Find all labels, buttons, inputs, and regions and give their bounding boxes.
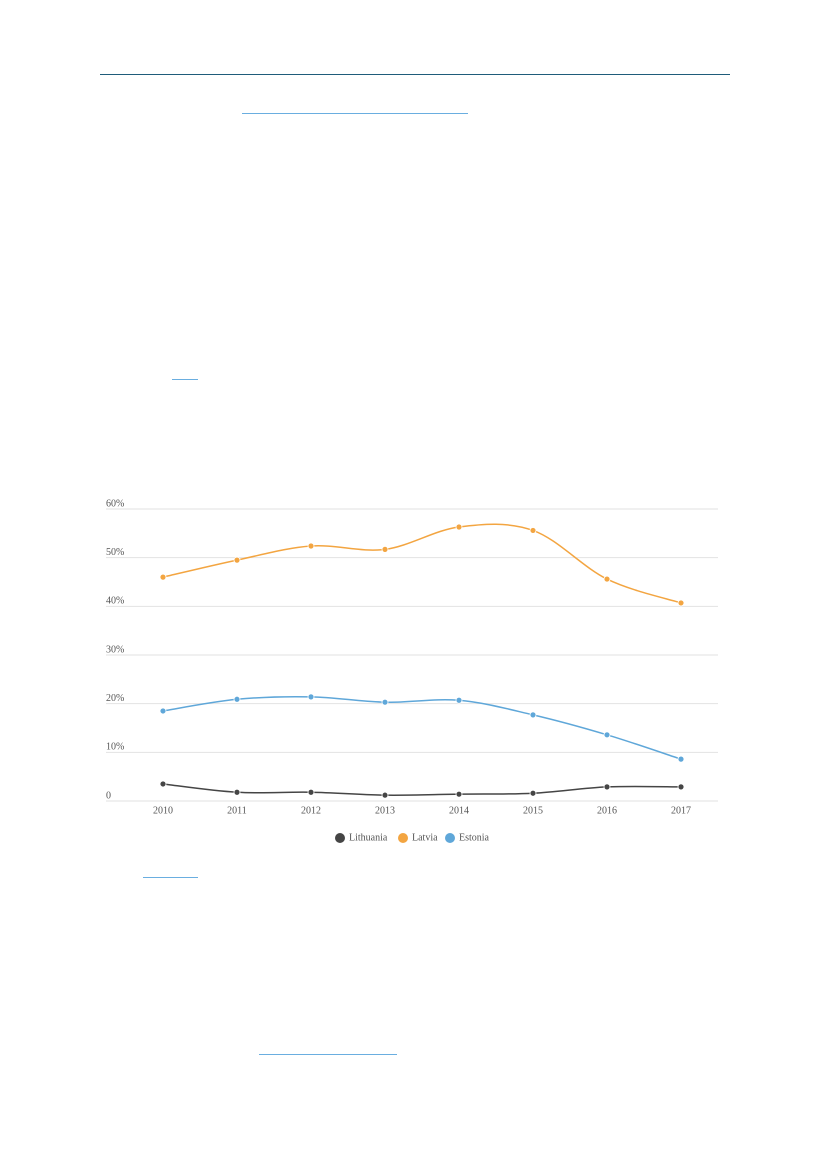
series-line	[162, 695, 682, 760]
data-point	[233, 695, 241, 703]
data-point	[455, 790, 463, 798]
y-tick-label: 0	[106, 790, 111, 801]
x-tick-label: 2015	[523, 805, 543, 816]
data-point	[603, 731, 611, 739]
data-point	[159, 780, 167, 788]
data-point	[381, 698, 389, 706]
x-tick-label: 2014	[449, 805, 469, 816]
legend-label: Lithuania	[349, 832, 388, 843]
y-tick-label: 60%	[106, 498, 124, 509]
data-point	[159, 707, 167, 715]
data-point	[455, 523, 463, 531]
data-point	[529, 527, 537, 534]
data-point	[677, 755, 685, 763]
series-line	[162, 523, 682, 604]
data-point	[307, 788, 315, 796]
y-tick-label: 40%	[106, 596, 124, 607]
y-tick-label: 30%	[106, 644, 124, 655]
data-point	[159, 573, 167, 581]
y-tick-label: 10%	[106, 742, 124, 753]
legend-marker	[398, 833, 408, 843]
x-tick-label: 2010	[153, 805, 173, 816]
data-point	[455, 696, 463, 704]
legend-label: Estonia	[459, 832, 490, 843]
data-point	[233, 556, 241, 564]
x-tick-label: 2016	[597, 805, 617, 816]
series-line	[162, 783, 682, 796]
data-point	[529, 711, 537, 719]
legend-marker	[445, 833, 455, 843]
legend-marker	[335, 833, 345, 843]
data-point	[307, 542, 315, 550]
data-point	[381, 545, 389, 553]
data-point	[529, 789, 537, 797]
x-tick-label: 2011	[227, 805, 247, 816]
x-tick-label: 2013	[375, 805, 395, 816]
data-point	[677, 783, 685, 791]
data-point	[381, 791, 389, 799]
y-tick-label: 50%	[106, 547, 124, 558]
data-point	[677, 599, 685, 607]
chart: 0 10% 20% 30% 40% 50% 60% 2010 2011 2012 2013 2014 2…	[106, 498, 718, 843]
legend-label: Latvia	[412, 832, 438, 843]
x-tick-label: 2012	[301, 805, 321, 816]
x-tick-label: 2017	[671, 805, 691, 816]
data-point	[603, 783, 611, 791]
y-tick-label: 20%	[106, 693, 124, 704]
data-point	[603, 575, 611, 583]
data-point	[307, 693, 315, 701]
data-point	[233, 788, 241, 796]
